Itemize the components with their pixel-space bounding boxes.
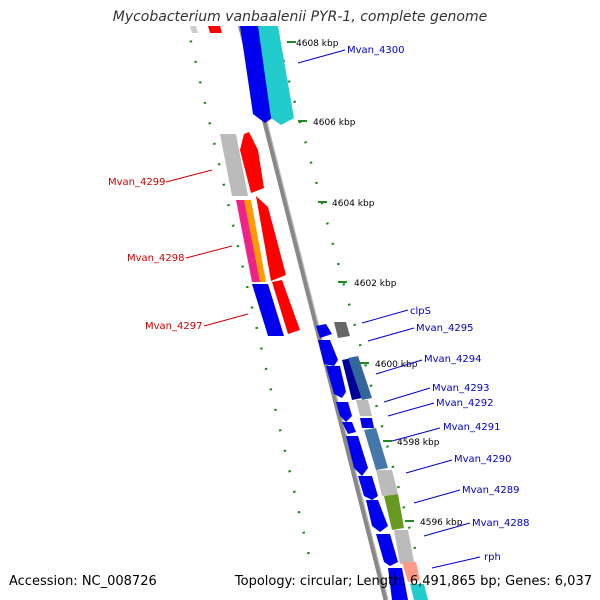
gene-feature[interactable] xyxy=(360,418,374,428)
gene-feature[interactable] xyxy=(236,200,262,282)
gene-feature[interactable] xyxy=(364,428,388,470)
label-leader xyxy=(361,309,409,324)
scale-ruler-left xyxy=(186,26,312,561)
gene-label-mvan-4290[interactable]: Mvan_4290 xyxy=(454,454,511,465)
scale-label: 4598 kbp xyxy=(397,438,440,448)
gene-feature[interactable] xyxy=(258,26,294,125)
scale-label: 4600 kbp xyxy=(375,360,418,370)
gene-label-mvan-4293[interactable]: Mvan_4293 xyxy=(432,383,489,394)
genome-title: Mycobacterium vanbaalenii PYR-1, complet… xyxy=(112,9,488,25)
gene-feature[interactable] xyxy=(356,400,372,416)
gene-feature[interactable] xyxy=(366,500,388,532)
label-leader xyxy=(413,489,461,504)
gene-feature[interactable] xyxy=(190,26,198,33)
label-leader xyxy=(423,522,471,537)
gene-label-mvan-4289[interactable]: Mvan_4289 xyxy=(462,485,519,496)
gene-feature[interactable] xyxy=(348,356,372,400)
gene-feature[interactable] xyxy=(402,562,420,582)
label-leader xyxy=(391,427,441,442)
gene-label-mvan-4294[interactable]: Mvan_4294 xyxy=(424,354,481,365)
gene-feature[interactable] xyxy=(316,324,332,338)
label-leader xyxy=(185,245,233,259)
gene-label-mvan-4300[interactable]: Mvan_4300 xyxy=(347,45,404,56)
label-leader xyxy=(387,402,435,417)
label-leader xyxy=(297,49,346,64)
gene-feature[interactable] xyxy=(240,132,264,193)
gene-label-mvan-4297[interactable]: Mvan_4297 xyxy=(145,321,202,332)
gene-label-mvan-4299[interactable]: Mvan_4299 xyxy=(108,177,165,188)
gene-feature[interactable] xyxy=(208,26,222,33)
gene-feature[interactable] xyxy=(358,476,378,500)
gene-feature[interactable] xyxy=(220,134,248,196)
gene-label-mvan-4298[interactable]: Mvan_4298 xyxy=(127,253,184,264)
scale-label: 4602 kbp xyxy=(354,279,397,289)
gene-feature[interactable] xyxy=(334,322,350,338)
gene-feature[interactable] xyxy=(252,284,284,336)
gene-label-clps[interactable]: clpS xyxy=(410,306,431,317)
gene-feature[interactable] xyxy=(342,422,356,434)
scale-label: 4604 kbp xyxy=(332,199,375,209)
gene-feature[interactable] xyxy=(384,494,404,530)
gene-feature[interactable] xyxy=(342,358,362,400)
gene-feature[interactable] xyxy=(244,200,266,282)
label-leader xyxy=(383,387,431,403)
gene-feature[interactable] xyxy=(376,534,398,566)
gene-feature[interactable] xyxy=(346,436,368,476)
label-leader xyxy=(405,459,453,474)
gene-feature[interactable] xyxy=(326,366,346,398)
gene-label-mvan-4291[interactable]: Mvan_4291 xyxy=(443,422,500,433)
gene-feature[interactable] xyxy=(376,470,398,496)
gene-label-mvan-4292[interactable]: Mvan_4292 xyxy=(436,398,493,409)
label-leader xyxy=(203,313,249,327)
gene-feature[interactable] xyxy=(336,402,352,422)
gene-feature[interactable] xyxy=(394,530,414,564)
scale-label: 4606 kbp xyxy=(313,118,356,128)
label-leader xyxy=(375,359,423,375)
gene-label-rph[interactable]: rph xyxy=(484,552,501,563)
gene-feature[interactable] xyxy=(272,280,300,334)
genome-summary-text: Topology: circular; Length: 6,491,865 bp… xyxy=(234,574,592,589)
gene-feature[interactable] xyxy=(256,196,286,281)
scale-label: 4596 kbp xyxy=(420,518,463,528)
label-leader xyxy=(431,556,481,569)
gene-feature[interactable] xyxy=(388,568,408,600)
scale-label: 4608 kbp xyxy=(296,39,339,49)
gene-label-mvan-4295[interactable]: Mvan_4295 xyxy=(416,323,473,334)
accession-text: Accession: NC_008726 xyxy=(9,574,157,589)
label-leader xyxy=(165,169,213,183)
gene-label-mvan-4288[interactable]: Mvan_4288 xyxy=(472,518,529,529)
gene-feature[interactable] xyxy=(318,340,338,366)
label-leader xyxy=(367,327,415,342)
gene-feature[interactable] xyxy=(410,584,428,600)
